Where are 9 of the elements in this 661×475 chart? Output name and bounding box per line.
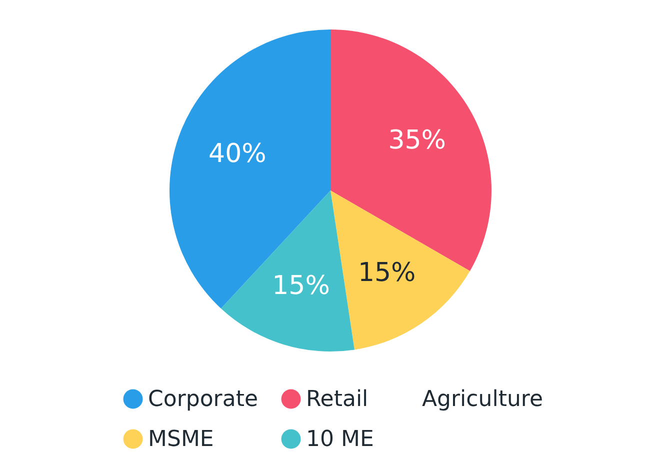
data-label: 35% [388,126,446,156]
data-label: 15% [358,258,416,288]
legend-label: 10 ME [306,427,374,452]
legend-label: Retail [306,387,368,412]
data-label: 15% [272,271,330,302]
legend-label: Corporate [148,387,258,412]
data-label: 40% [208,138,266,169]
category-label: Agriculture [422,387,543,412]
legend-label: MSME [148,427,214,452]
